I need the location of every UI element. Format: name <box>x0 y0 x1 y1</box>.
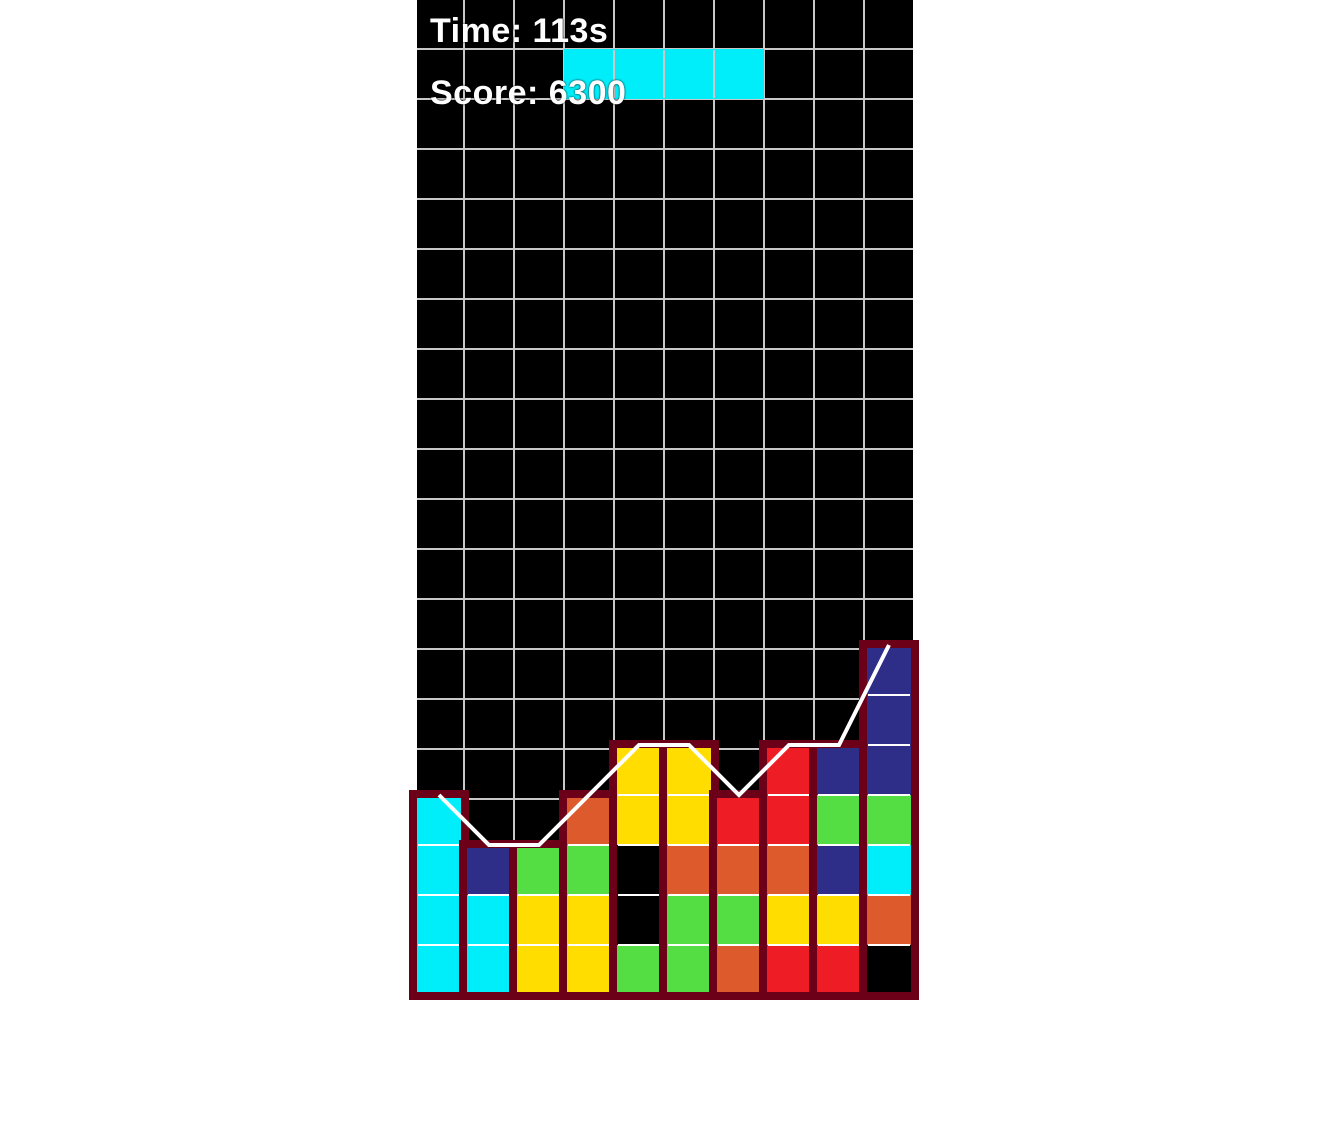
stack-block <box>564 845 614 895</box>
active-piece-cell <box>564 49 614 99</box>
stack-profile-line <box>437 644 891 847</box>
score-label: Score: <box>430 74 539 112</box>
stack-block <box>464 945 514 995</box>
stack-block <box>714 895 764 945</box>
time-display: Time: 113s <box>430 12 608 51</box>
stack-block <box>614 795 664 845</box>
stack-block <box>864 845 914 895</box>
stack-block <box>814 845 864 895</box>
stack-block <box>414 845 464 895</box>
stack-block <box>764 745 814 795</box>
stack-block <box>664 795 714 845</box>
stack-block <box>664 845 714 895</box>
stack-block <box>614 945 664 995</box>
active-piece-cell <box>614 49 664 99</box>
stack-block <box>864 895 914 945</box>
active-piece-cell <box>664 49 714 99</box>
stack-block <box>514 945 564 995</box>
score-value: 6300 <box>548 74 627 112</box>
stack-block <box>414 795 464 845</box>
stack-block <box>564 895 614 945</box>
stack-block <box>664 895 714 945</box>
stack-block <box>564 945 614 995</box>
stack-block <box>864 795 914 845</box>
stack-block <box>814 745 864 795</box>
stack-block <box>864 945 914 995</box>
stack-block <box>614 895 664 945</box>
stack-block <box>814 945 864 995</box>
stack-block <box>864 695 914 745</box>
score-display: Score: 6300 <box>430 74 626 113</box>
stack-block <box>514 895 564 945</box>
stack-block <box>664 945 714 995</box>
stack-block <box>464 845 514 895</box>
stack-block <box>764 845 814 895</box>
active-piece <box>564 49 764 99</box>
stack-block <box>414 895 464 945</box>
stack-block <box>864 645 914 695</box>
stack-block <box>764 895 814 945</box>
stack-block <box>564 795 614 845</box>
stack-block <box>814 895 864 945</box>
time-value: 113s <box>532 12 609 50</box>
active-piece-cell <box>714 49 764 99</box>
stack-block <box>814 795 864 845</box>
stack-block <box>764 945 814 995</box>
stack-block <box>514 845 564 895</box>
stack-block <box>714 845 764 895</box>
stack-block <box>714 795 764 845</box>
stack-block <box>714 945 764 995</box>
stack-block <box>414 945 464 995</box>
stack-block <box>614 845 664 895</box>
stack-block <box>764 795 814 845</box>
column-outline <box>859 640 919 1000</box>
stack-block <box>864 745 914 795</box>
stack-block <box>614 745 664 795</box>
stack-block <box>664 745 714 795</box>
time-label: Time: <box>430 12 523 50</box>
stack-block <box>464 895 514 945</box>
